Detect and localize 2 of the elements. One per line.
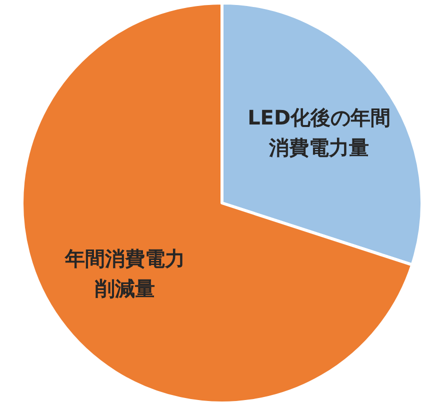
slice-label: LED化後の年間消費電力量: [248, 105, 391, 160]
slice-label: 年間消費電力削減量: [64, 246, 185, 301]
